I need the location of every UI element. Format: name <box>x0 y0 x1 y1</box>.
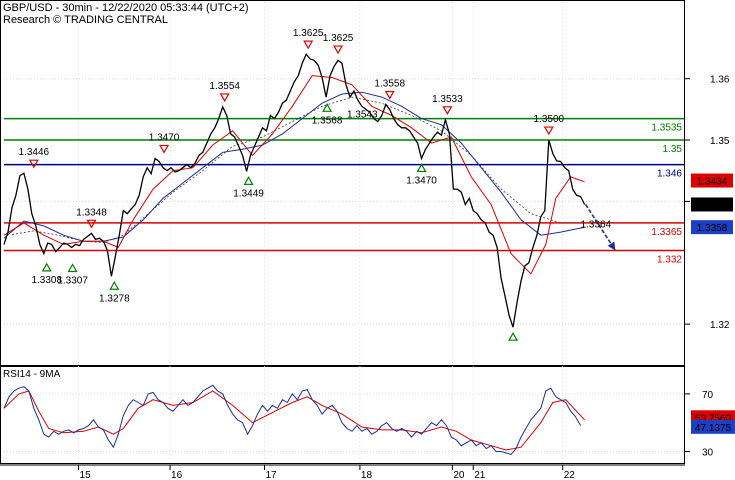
level-annotation: 1.3543 <box>347 110 378 121</box>
price-lines <box>3 52 617 328</box>
swing-low-marker <box>243 176 254 185</box>
level-annotation: 1.3364 <box>581 219 612 230</box>
swing-high-marker <box>86 219 97 229</box>
swing-high-label: 1.3554 <box>209 81 240 92</box>
time-tick-label: 16 <box>171 470 183 480</box>
price-badge-label: 1.3395 <box>697 200 728 211</box>
price-badge <box>691 220 733 235</box>
swing-high-label: 1.3470 <box>149 132 180 143</box>
time-tick-label: 20 <box>453 470 465 480</box>
price-badge-label: 1.3434 <box>697 177 728 188</box>
swing-low-label: 1.3308 <box>31 275 62 286</box>
level-label: 1.35 <box>663 144 683 155</box>
swing-low-label: 1.3278 <box>99 293 130 304</box>
level-label: 1.3365 <box>651 227 682 238</box>
rsi-panel-title: RSI14 - 9MA <box>3 369 61 380</box>
swing-high-marker <box>303 40 314 50</box>
swing-low-label: 1.3307 <box>57 275 88 286</box>
rsi-lines <box>3 384 684 455</box>
swing-high-label: 1.3625 <box>323 33 354 44</box>
swing-low-marker <box>507 331 519 341</box>
swing-high-marker <box>219 93 230 103</box>
time-axis: 15 16 17 18 20 21 22 <box>78 465 576 480</box>
swing-high-label: 1.3558 <box>374 78 405 89</box>
swing-low-marker <box>322 103 333 112</box>
swing-low-label: 1.3568 <box>312 115 343 126</box>
swing-high-marker <box>333 45 344 55</box>
swing-high-label: 1.3625 <box>293 28 324 39</box>
time-tick-label: 15 <box>80 470 92 480</box>
swing-high-label: 1.3446 <box>19 147 50 158</box>
level-label: 1.332 <box>657 254 682 265</box>
rsi-ma-line <box>3 390 585 451</box>
rsi-badge <box>691 419 735 434</box>
swing-high-marker <box>28 159 39 169</box>
price-tick-label: 1.36 <box>710 75 730 86</box>
swing-low-label: 1.3470 <box>406 175 437 186</box>
price-badge <box>691 197 733 212</box>
swing-high-marker <box>442 106 453 116</box>
price-tick-label: 1.32 <box>710 320 730 331</box>
swing-high-marker <box>384 90 395 100</box>
swing-low-marker <box>109 281 120 290</box>
time-tick-label: 22 <box>564 470 576 480</box>
level-label: 1.3535 <box>651 123 682 134</box>
swing-low-label: 1.3449 <box>233 188 264 199</box>
rsi-badge-label: 47.1375 <box>695 423 732 434</box>
chart-header-line1: GBP/USD - 30min - 12/22/2020 05:33:44 (U… <box>3 2 248 14</box>
swing-high-label: 1.3533 <box>432 94 463 105</box>
swing-low-marker <box>416 163 427 173</box>
swing-high-marker <box>159 144 170 154</box>
swing-low-marker <box>41 262 52 272</box>
forecast-arrow-head <box>607 241 616 251</box>
rsi-line <box>3 384 582 455</box>
rsi-tick-label: 70 <box>702 390 714 401</box>
time-tick-label: 18 <box>361 470 373 480</box>
level-label: 1.346 <box>657 169 682 180</box>
swing-high-marker <box>543 126 554 136</box>
fast-ma-line <box>3 75 585 275</box>
price-line <box>3 52 586 328</box>
price-badge-label: 1.3358 <box>697 223 728 234</box>
forecast-arrow-line <box>584 204 617 251</box>
swing-high-label: 1.3348 <box>76 207 107 218</box>
price-panel-frame <box>0 0 685 366</box>
rsi-tick-label: 30 <box>702 447 714 458</box>
time-tick-label: 17 <box>265 470 277 480</box>
time-tick-label: 21 <box>474 470 486 480</box>
price-tick-label: 1.35 <box>710 136 730 147</box>
rsi-badge-label: 53.7560 <box>695 413 732 424</box>
swing-high-label: 1.3500 <box>533 114 564 125</box>
swing-low-marker <box>67 263 78 273</box>
chart-header-line2: Research © TRADING CENTRAL <box>3 14 168 26</box>
price-badge <box>691 173 733 188</box>
